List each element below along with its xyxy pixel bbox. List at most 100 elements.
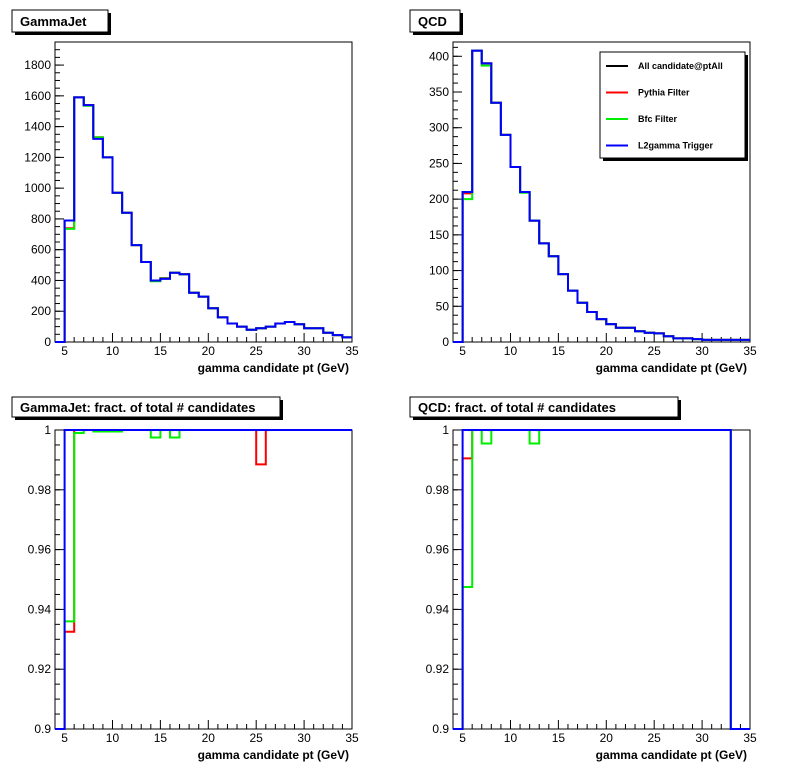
y-axis: 0.9 0.92 0.94 0.96 0.98 1 [426, 423, 462, 736]
legend-label: Bfc Filter [638, 114, 678, 124]
legend: All candidate@ptAll Pythia Filter Bfc Filt… [599, 51, 748, 161]
y-tick-label: 800 [31, 212, 51, 226]
x-tick-label: 15 [552, 731, 566, 745]
x-tick-label: 30 [695, 731, 709, 745]
x-axis: 5 10 15 20 25 30 35 [452, 720, 757, 745]
x-tick-label: 25 [648, 731, 662, 745]
x-tick-label: 20 [202, 344, 216, 358]
x-tick-label: 25 [648, 344, 662, 358]
series-group [55, 96, 352, 343]
y-tick-label: 0.92 [28, 662, 52, 676]
y-tick-label: 1600 [24, 89, 51, 103]
x-tick-label: 35 [743, 344, 757, 358]
title-box [11, 9, 109, 33]
x-tick-label: 5 [459, 731, 466, 745]
chart-title: QCD [418, 14, 447, 29]
y-tick-label: 1 [442, 423, 449, 437]
y-tick-label: 0.92 [426, 662, 450, 676]
title-box [409, 396, 679, 418]
x-tick-label: 15 [552, 344, 566, 358]
x-tick-label: 10 [504, 344, 518, 358]
y-axis: 0 50 100 150 200 250 300 350 400 [429, 46, 462, 349]
y-tick-label: 250 [429, 156, 449, 170]
y-tick-label: 1400 [24, 120, 51, 134]
x-axis-label: gamma candidate pt (GeV) [198, 748, 349, 762]
series-line-l2gamma [55, 429, 352, 730]
x-axis-label: gamma candidate pt (GeV) [198, 361, 349, 375]
y-tick-label: 200 [429, 192, 449, 206]
legend-box [599, 51, 746, 159]
y-tick-label: 0 [442, 335, 449, 349]
legend-label: L2gamma Trigger [638, 141, 714, 151]
x-tick-label: 10 [106, 344, 120, 358]
x-tick-label: 5 [61, 344, 68, 358]
title-box [409, 9, 461, 33]
x-tick-label: 30 [297, 731, 311, 745]
plot-frame [54, 429, 353, 730]
x-tick-label: 10 [106, 731, 120, 745]
y-tick-label: 600 [31, 243, 51, 257]
plot-frame [452, 429, 751, 730]
y-tick-label: 0.98 [426, 483, 450, 497]
y-axis: 0 200 400 600 800 1000 1200 1400 1600 1800 [24, 41, 64, 349]
legend-label: Pythia Filter [638, 88, 690, 98]
panel-gammajet_fraction: 5 10 15 20 25 30 35 0.9 0.92 0.94 0.96 0.98 1 gamma c… [11, 396, 359, 762]
y-tick-label: 300 [429, 121, 449, 135]
y-tick-label: 0.9 [34, 722, 51, 736]
series-group [453, 49, 750, 343]
y-tick-label: 1200 [24, 150, 51, 164]
legend-item-all: All candidate@ptAll [606, 61, 723, 71]
x-tick-label: 30 [297, 344, 311, 358]
chart-title: QCD: fract. of total # candidates [418, 400, 616, 415]
x-tick-label: 15 [154, 731, 168, 745]
series-group [55, 429, 352, 730]
legend-item-l2gamma: L2gamma Trigger [606, 141, 714, 151]
y-tick-label: 0.96 [426, 543, 450, 557]
x-axis: 5 10 15 20 25 30 35 [54, 333, 359, 358]
x-tick-label: 25 [250, 731, 264, 745]
x-axis-label: gamma candidate pt (GeV) [596, 361, 747, 375]
y-tick-label: 350 [429, 85, 449, 99]
x-tick-label: 10 [504, 731, 518, 745]
panel-gammajet_counts: 5 10 15 20 25 30 35 0 200 400 600 800 1000 1200 1400 16… [11, 9, 359, 375]
legend-label: All candidate@ptAll [638, 61, 723, 71]
x-tick-label: 25 [250, 344, 264, 358]
y-tick-label: 0.94 [426, 602, 450, 616]
series-line-l2gamma [453, 49, 750, 343]
y-tick-label: 400 [31, 273, 51, 287]
y-tick-label: 0.98 [28, 483, 52, 497]
y-tick-label: 50 [436, 299, 450, 313]
y-axis: 0.9 0.92 0.94 0.96 0.98 1 [28, 423, 64, 736]
y-tick-label: 200 [31, 304, 51, 318]
chart-title: GammaJet [20, 14, 87, 29]
x-axis-label: gamma candidate pt (GeV) [596, 748, 747, 762]
legend-item-bfc: Bfc Filter [606, 114, 678, 124]
plot-frame [54, 41, 353, 343]
legend-item-pythia: Pythia Filter [606, 88, 690, 98]
panel-qcd_counts: 5 10 15 20 25 30 35050100150200250300350400gam… [409, 9, 757, 375]
x-tick-label: 20 [600, 731, 614, 745]
x-tick-label: 35 [345, 344, 359, 358]
y-tick-label: 1800 [24, 58, 51, 72]
y-tick-label: 0.9 [432, 722, 449, 736]
x-tick-label: 20 [600, 344, 614, 358]
y-tick-label: 100 [429, 264, 449, 278]
series-line-l2gamma [55, 96, 352, 343]
x-tick-label: 15 [154, 344, 168, 358]
x-tick-label: 5 [61, 731, 68, 745]
chart-title: GammaJet: fract. of total # candidates [20, 400, 256, 415]
y-tick-label: 400 [429, 49, 449, 63]
x-axis: 5 10 15 20 25 30 35 [452, 333, 757, 358]
y-tick-label: 1000 [24, 181, 51, 195]
y-tick-label: 0 [44, 335, 51, 349]
x-tick-label: 30 [695, 344, 709, 358]
panel-qcd_fraction: 5 10 15 20 25 30 35 0.9 0.92 0.94 0.96 0.98 1 gamma c… [409, 396, 757, 762]
x-tick-label: 35 [345, 731, 359, 745]
x-tick-label: 5 [459, 344, 466, 358]
y-tick-label: 0.94 [28, 602, 52, 616]
title-box [11, 396, 281, 418]
y-tick-label: 150 [429, 228, 449, 242]
y-tick-label: 1 [44, 423, 51, 437]
x-tick-label: 35 [743, 731, 757, 745]
